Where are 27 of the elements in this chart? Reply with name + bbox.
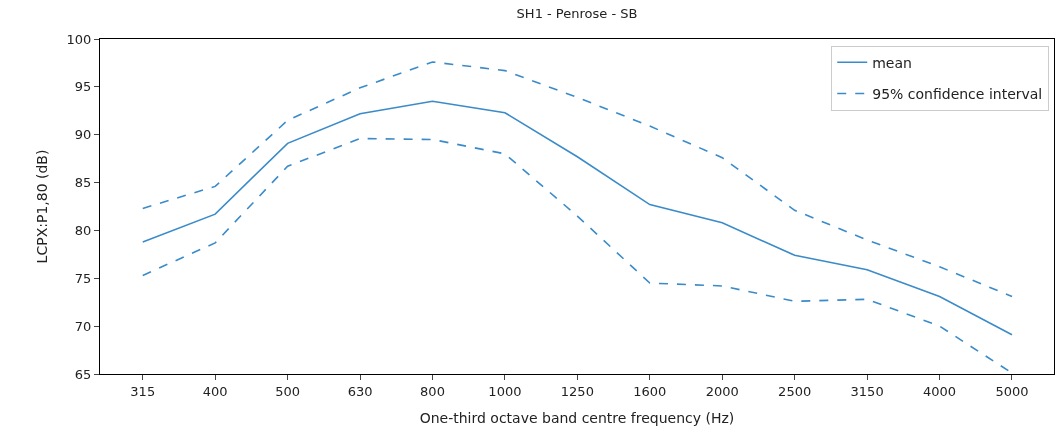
x-tick-label: 630 [347, 383, 373, 399]
y-tick-label: 65 [74, 366, 92, 382]
x-tick-label: 400 [202, 383, 228, 399]
y-axis-title: LCPX:P1,80 (dB) [34, 149, 51, 264]
x-axis-title: One-third octave band centre frequency (Hz) [419, 409, 735, 426]
x-tick-label: 2000 [705, 383, 739, 399]
y-tick-label: 100 [66, 31, 92, 47]
y-tick-label: 75 [74, 270, 92, 286]
chart-title: SH1 - Penrose - SB [516, 5, 638, 21]
line-series [141, 100, 1013, 336]
x-tick-label: 315 [130, 383, 156, 399]
x-tick-label: 1000 [488, 383, 522, 399]
legend-label: 95% confidence interval [872, 85, 1043, 102]
y-tick-label: 70 [74, 318, 92, 334]
x-tick-label: 3150 [850, 383, 884, 399]
legend-label: mean [872, 54, 912, 71]
y-tick-label: 85 [74, 175, 92, 191]
y-tick-label: 90 [74, 127, 92, 143]
y-tick-label: 80 [74, 222, 92, 238]
x-tick-label: 4000 [923, 383, 957, 399]
x-tick-label: 500 [275, 383, 301, 399]
x-tick-label: 800 [420, 383, 445, 399]
x-tick-label: 1250 [560, 383, 594, 399]
x-tick-label: 2500 [778, 383, 812, 399]
y-tick-label: 95 [74, 79, 92, 95]
x-tick-label: 5000 [995, 383, 1029, 399]
x-tick-label: 1600 [633, 383, 667, 399]
